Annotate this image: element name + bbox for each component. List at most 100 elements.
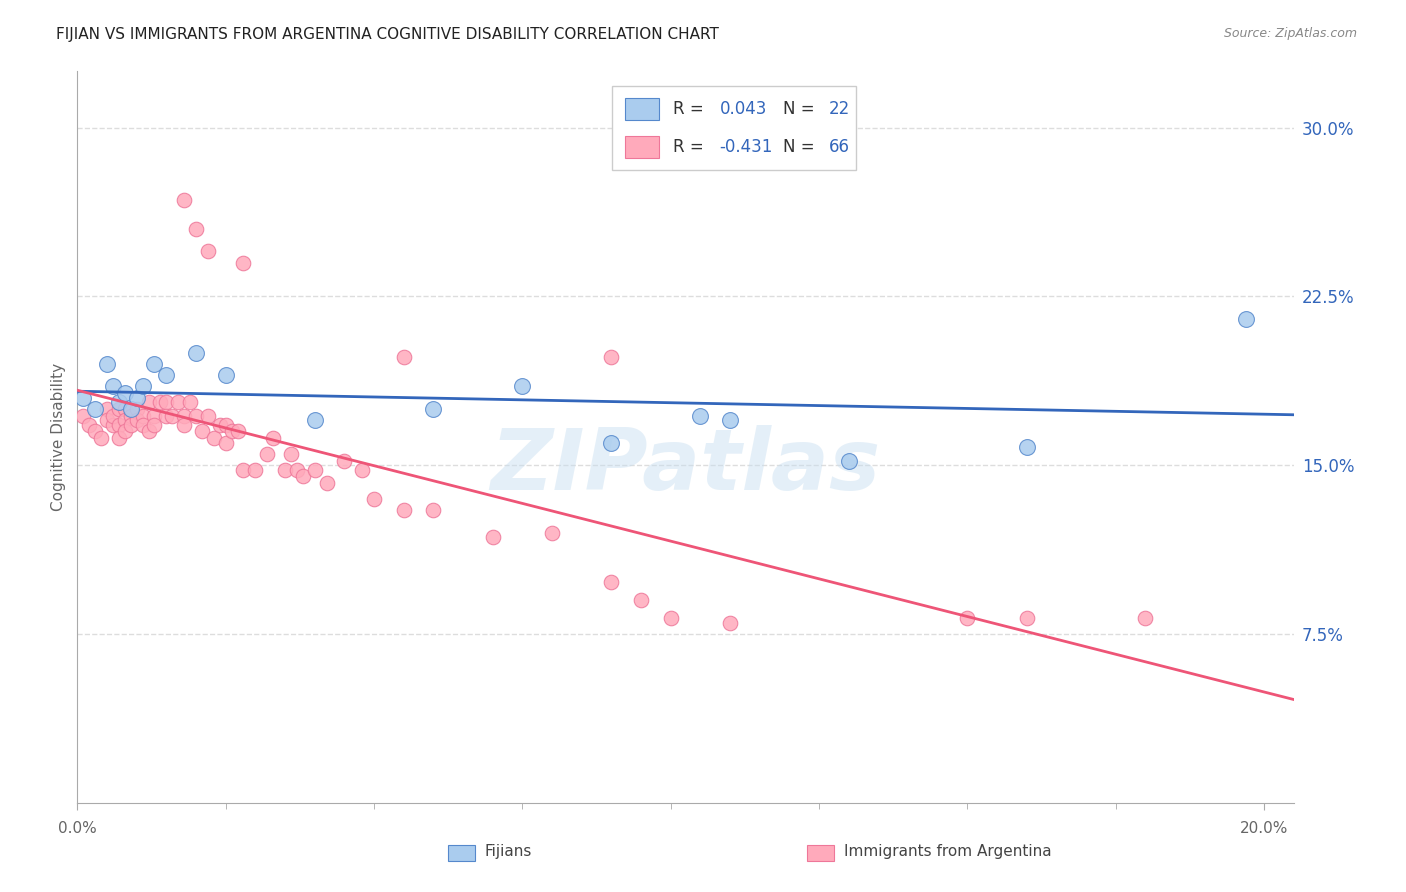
Point xyxy=(84,425,107,439)
Point xyxy=(101,409,124,423)
Point xyxy=(96,413,118,427)
Text: R =: R = xyxy=(673,101,709,119)
Point xyxy=(96,401,118,416)
Point xyxy=(1135,611,1157,625)
Text: -0.431: -0.431 xyxy=(720,138,773,156)
Point xyxy=(173,409,195,423)
Point xyxy=(131,379,153,393)
Point xyxy=(125,391,148,405)
Point xyxy=(108,395,131,409)
Point xyxy=(221,425,243,439)
Point xyxy=(718,615,741,630)
Point xyxy=(84,401,107,416)
Point xyxy=(422,401,444,416)
Point xyxy=(304,463,326,477)
Point xyxy=(191,425,214,439)
Point xyxy=(138,395,160,409)
Point xyxy=(184,222,207,236)
Y-axis label: Cognitive Disability: Cognitive Disability xyxy=(51,363,66,511)
Point xyxy=(285,463,308,477)
Point xyxy=(214,435,236,450)
Text: Fijians: Fijians xyxy=(485,845,531,859)
Point xyxy=(232,255,254,269)
Point xyxy=(162,409,184,423)
Text: 22: 22 xyxy=(830,101,851,119)
Point xyxy=(245,463,267,477)
Point xyxy=(114,425,136,439)
Point xyxy=(718,413,741,427)
Text: R =: R = xyxy=(673,138,709,156)
Point xyxy=(179,395,201,409)
Point xyxy=(114,413,136,427)
Point xyxy=(352,463,374,477)
Point xyxy=(280,447,302,461)
Point xyxy=(72,409,94,423)
Point xyxy=(90,431,112,445)
Point xyxy=(108,401,131,416)
Point xyxy=(173,193,195,207)
Point xyxy=(114,401,136,416)
Text: FIJIAN VS IMMIGRANTS FROM ARGENTINA COGNITIVE DISABILITY CORRELATION CHART: FIJIAN VS IMMIGRANTS FROM ARGENTINA COGN… xyxy=(56,27,718,42)
Point xyxy=(101,379,124,393)
Point xyxy=(214,368,236,383)
Point xyxy=(392,350,415,364)
Point xyxy=(125,401,148,416)
FancyBboxPatch shape xyxy=(624,136,658,159)
Point xyxy=(125,413,148,427)
Point xyxy=(232,463,254,477)
Point xyxy=(197,244,219,259)
Text: 66: 66 xyxy=(830,138,851,156)
Point xyxy=(108,431,131,445)
Point xyxy=(155,395,177,409)
Point xyxy=(120,417,142,432)
FancyBboxPatch shape xyxy=(613,86,856,170)
Point xyxy=(304,413,326,427)
Point xyxy=(120,401,142,416)
Point xyxy=(838,453,860,467)
Point xyxy=(131,417,153,432)
Point xyxy=(1015,611,1038,625)
Text: ZIPatlas: ZIPatlas xyxy=(491,425,880,508)
Point xyxy=(149,395,172,409)
Point xyxy=(114,386,136,401)
Point xyxy=(422,503,444,517)
Point xyxy=(108,417,131,432)
Point xyxy=(214,417,236,432)
Text: N =: N = xyxy=(783,138,820,156)
Point xyxy=(96,357,118,371)
Point xyxy=(1015,440,1038,454)
Point xyxy=(184,345,207,359)
Point xyxy=(600,435,623,450)
Point xyxy=(155,368,177,383)
Point xyxy=(541,525,564,540)
Point xyxy=(202,431,225,445)
Point xyxy=(101,417,124,432)
Point xyxy=(143,357,166,371)
Point xyxy=(291,469,314,483)
Point xyxy=(363,491,385,506)
Point xyxy=(226,425,249,439)
Point xyxy=(131,409,153,423)
Point xyxy=(274,463,297,477)
Point xyxy=(208,417,231,432)
Point xyxy=(315,476,337,491)
Point xyxy=(659,611,682,625)
Point xyxy=(120,409,142,423)
Point xyxy=(600,575,623,590)
Point xyxy=(392,503,415,517)
Point xyxy=(143,417,166,432)
Point xyxy=(77,417,100,432)
Point xyxy=(184,409,207,423)
Point xyxy=(510,379,533,393)
FancyBboxPatch shape xyxy=(624,98,658,120)
Point xyxy=(143,409,166,423)
Point xyxy=(155,409,177,423)
Point xyxy=(600,350,623,364)
Point xyxy=(262,431,284,445)
Point xyxy=(167,395,190,409)
Point xyxy=(138,425,160,439)
Point xyxy=(333,453,356,467)
Point xyxy=(630,593,652,607)
Point xyxy=(72,391,94,405)
FancyBboxPatch shape xyxy=(807,846,834,862)
